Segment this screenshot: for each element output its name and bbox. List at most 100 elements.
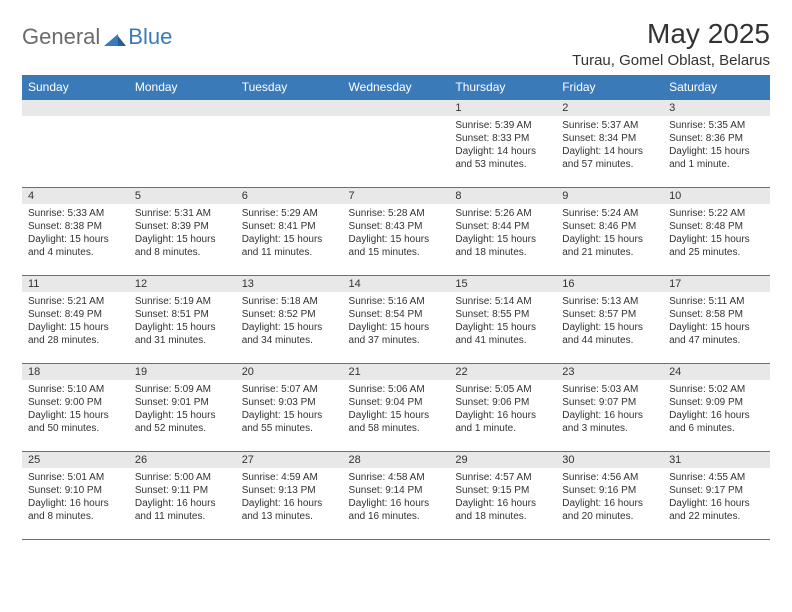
daylight-line: Daylight: 14 hours and 57 minutes.	[562, 145, 657, 171]
day-number: 30	[556, 452, 663, 468]
sunset-line: Sunset: 9:17 PM	[669, 484, 764, 497]
daylight-line: Daylight: 16 hours and 16 minutes.	[349, 497, 444, 523]
calendar-cell: 18Sunrise: 5:10 AMSunset: 9:00 PMDayligh…	[22, 364, 129, 452]
sunset-line: Sunset: 8:43 PM	[349, 220, 444, 233]
sunrise-line: Sunrise: 5:07 AM	[242, 383, 337, 396]
day-number: 24	[663, 364, 770, 380]
daylight-line: Daylight: 15 hours and 55 minutes.	[242, 409, 337, 435]
sunrise-line: Sunrise: 5:29 AM	[242, 207, 337, 220]
day-body: Sunrise: 5:33 AMSunset: 8:38 PMDaylight:…	[22, 204, 129, 263]
day-body	[129, 116, 236, 123]
day-number: 29	[449, 452, 556, 468]
daylight-line: Daylight: 16 hours and 22 minutes.	[669, 497, 764, 523]
sunrise-line: Sunrise: 4:55 AM	[669, 471, 764, 484]
sunrise-line: Sunrise: 5:05 AM	[455, 383, 550, 396]
sunrise-line: Sunrise: 5:18 AM	[242, 295, 337, 308]
day-body	[236, 116, 343, 123]
day-body: Sunrise: 5:16 AMSunset: 8:54 PMDaylight:…	[343, 292, 450, 351]
weekday-header: Wednesday	[343, 75, 450, 100]
sunset-line: Sunset: 8:34 PM	[562, 132, 657, 145]
calendar-cell: 25Sunrise: 5:01 AMSunset: 9:10 PMDayligh…	[22, 452, 129, 540]
sunset-line: Sunset: 8:52 PM	[242, 308, 337, 321]
header: General Blue May 2025 Turau, Gomel Oblas…	[22, 18, 770, 69]
day-body: Sunrise: 5:11 AMSunset: 8:58 PMDaylight:…	[663, 292, 770, 351]
weekday-header: Friday	[556, 75, 663, 100]
calendar-cell: 24Sunrise: 5:02 AMSunset: 9:09 PMDayligh…	[663, 364, 770, 452]
daylight-line: Daylight: 15 hours and 50 minutes.	[28, 409, 123, 435]
sunset-line: Sunset: 9:06 PM	[455, 396, 550, 409]
calendar-cell: 13Sunrise: 5:18 AMSunset: 8:52 PMDayligh…	[236, 276, 343, 364]
day-number: 7	[343, 188, 450, 204]
day-number	[22, 100, 129, 116]
daylight-line: Daylight: 15 hours and 44 minutes.	[562, 321, 657, 347]
day-body: Sunrise: 4:58 AMSunset: 9:14 PMDaylight:…	[343, 468, 450, 527]
daylight-line: Daylight: 15 hours and 58 minutes.	[349, 409, 444, 435]
day-number: 31	[663, 452, 770, 468]
day-number	[343, 100, 450, 116]
sunset-line: Sunset: 8:39 PM	[135, 220, 230, 233]
day-body: Sunrise: 5:02 AMSunset: 9:09 PMDaylight:…	[663, 380, 770, 439]
sunrise-line: Sunrise: 4:56 AM	[562, 471, 657, 484]
daylight-line: Daylight: 15 hours and 18 minutes.	[455, 233, 550, 259]
calendar-cell: 30Sunrise: 4:56 AMSunset: 9:16 PMDayligh…	[556, 452, 663, 540]
weekday-header: Saturday	[663, 75, 770, 100]
logo: General Blue	[22, 24, 172, 50]
sunset-line: Sunset: 9:01 PM	[135, 396, 230, 409]
day-number: 28	[343, 452, 450, 468]
sunset-line: Sunset: 8:41 PM	[242, 220, 337, 233]
day-number: 27	[236, 452, 343, 468]
daylight-line: Daylight: 16 hours and 6 minutes.	[669, 409, 764, 435]
day-body: Sunrise: 5:18 AMSunset: 8:52 PMDaylight:…	[236, 292, 343, 351]
sunrise-line: Sunrise: 5:35 AM	[669, 119, 764, 132]
sunset-line: Sunset: 9:00 PM	[28, 396, 123, 409]
sunset-line: Sunset: 8:58 PM	[669, 308, 764, 321]
title-block: May 2025 Turau, Gomel Oblast, Belarus	[572, 18, 770, 69]
day-body: Sunrise: 5:29 AMSunset: 8:41 PMDaylight:…	[236, 204, 343, 263]
sunrise-line: Sunrise: 5:31 AM	[135, 207, 230, 220]
sunset-line: Sunset: 8:48 PM	[669, 220, 764, 233]
sunset-line: Sunset: 9:10 PM	[28, 484, 123, 497]
calendar-cell: 14Sunrise: 5:16 AMSunset: 8:54 PMDayligh…	[343, 276, 450, 364]
daylight-line: Daylight: 15 hours and 11 minutes.	[242, 233, 337, 259]
day-number: 16	[556, 276, 663, 292]
daylight-line: Daylight: 15 hours and 1 minute.	[669, 145, 764, 171]
sunset-line: Sunset: 9:09 PM	[669, 396, 764, 409]
calendar-row: 11Sunrise: 5:21 AMSunset: 8:49 PMDayligh…	[22, 276, 770, 364]
day-number: 25	[22, 452, 129, 468]
calendar-cell: 16Sunrise: 5:13 AMSunset: 8:57 PMDayligh…	[556, 276, 663, 364]
day-body: Sunrise: 5:22 AMSunset: 8:48 PMDaylight:…	[663, 204, 770, 263]
day-body: Sunrise: 5:05 AMSunset: 9:06 PMDaylight:…	[449, 380, 556, 439]
daylight-line: Daylight: 15 hours and 25 minutes.	[669, 233, 764, 259]
calendar-cell: 6Sunrise: 5:29 AMSunset: 8:41 PMDaylight…	[236, 188, 343, 276]
day-body: Sunrise: 4:57 AMSunset: 9:15 PMDaylight:…	[449, 468, 556, 527]
daylight-line: Daylight: 16 hours and 8 minutes.	[28, 497, 123, 523]
calendar-cell: 10Sunrise: 5:22 AMSunset: 8:48 PMDayligh…	[663, 188, 770, 276]
sunset-line: Sunset: 9:03 PM	[242, 396, 337, 409]
daylight-line: Daylight: 15 hours and 28 minutes.	[28, 321, 123, 347]
calendar-cell: 20Sunrise: 5:07 AMSunset: 9:03 PMDayligh…	[236, 364, 343, 452]
daylight-line: Daylight: 15 hours and 4 minutes.	[28, 233, 123, 259]
day-number: 5	[129, 188, 236, 204]
day-body: Sunrise: 5:14 AMSunset: 8:55 PMDaylight:…	[449, 292, 556, 351]
calendar-cell: 8Sunrise: 5:26 AMSunset: 8:44 PMDaylight…	[449, 188, 556, 276]
calendar-cell: 21Sunrise: 5:06 AMSunset: 9:04 PMDayligh…	[343, 364, 450, 452]
day-body: Sunrise: 5:10 AMSunset: 9:00 PMDaylight:…	[22, 380, 129, 439]
daylight-line: Daylight: 16 hours and 3 minutes.	[562, 409, 657, 435]
calendar-cell: 4Sunrise: 5:33 AMSunset: 8:38 PMDaylight…	[22, 188, 129, 276]
day-number: 19	[129, 364, 236, 380]
daylight-line: Daylight: 14 hours and 53 minutes.	[455, 145, 550, 171]
sunrise-line: Sunrise: 5:14 AM	[455, 295, 550, 308]
sunset-line: Sunset: 8:36 PM	[669, 132, 764, 145]
day-body: Sunrise: 5:00 AMSunset: 9:11 PMDaylight:…	[129, 468, 236, 527]
sunrise-line: Sunrise: 5:22 AM	[669, 207, 764, 220]
day-number: 8	[449, 188, 556, 204]
day-number: 11	[22, 276, 129, 292]
day-body: Sunrise: 5:31 AMSunset: 8:39 PMDaylight:…	[129, 204, 236, 263]
day-number: 21	[343, 364, 450, 380]
sunset-line: Sunset: 8:57 PM	[562, 308, 657, 321]
sunrise-line: Sunrise: 5:00 AM	[135, 471, 230, 484]
day-body: Sunrise: 5:28 AMSunset: 8:43 PMDaylight:…	[343, 204, 450, 263]
day-body: Sunrise: 5:19 AMSunset: 8:51 PMDaylight:…	[129, 292, 236, 351]
logo-text-general: General	[22, 24, 100, 50]
sunset-line: Sunset: 8:54 PM	[349, 308, 444, 321]
